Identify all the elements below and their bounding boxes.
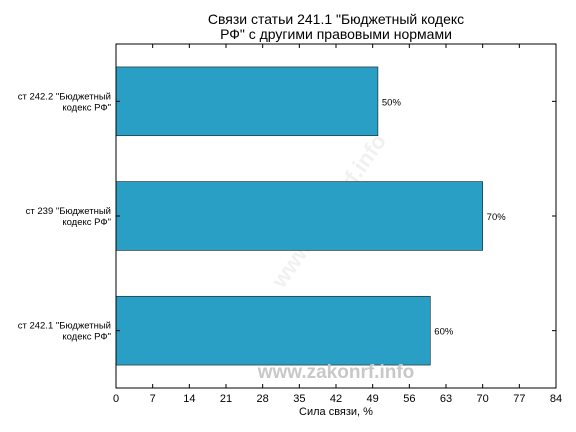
x-tick-label-0: 0 — [113, 393, 119, 405]
x-axis-label: Сила связи, % — [299, 406, 373, 418]
chart-title-line-1: Связи статьи 241.1 "Бюджетный кодекс — [208, 11, 464, 27]
x-tick-label-3: 21 — [220, 393, 232, 405]
x-ticks-group: 0 7 14 21 28 35 42 49 56 63 70 77 84 — [113, 44, 562, 405]
x-tick-label-4: 28 — [257, 393, 269, 405]
value-label-1: 70% — [487, 212, 507, 223]
x-tick-label-2: 14 — [183, 393, 195, 405]
chart-title-line-2: РФ" с другими правовыми нормами — [220, 26, 452, 42]
watermark-bottom: www.zakonrf.info — [257, 362, 415, 383]
value-label-0: 50% — [382, 97, 402, 108]
x-tick-label-5: 35 — [293, 393, 305, 405]
category-label-1: ст 239 "Бюджетный кодекс РФ" — [26, 206, 111, 228]
category-label-2: ст 242.1 "Бюджетный кодекс РФ" — [18, 321, 111, 343]
x-tick-label-11: 77 — [513, 393, 525, 405]
value-labels-group: 50% 70% 60% — [382, 97, 506, 337]
x-tick-label-1: 7 — [150, 393, 156, 405]
bar-1 — [115, 181, 483, 251]
x-tick-label-10: 70 — [477, 393, 489, 405]
category-labels-group: ст 242.2 "Бюджетный кодекс РФ" ст 239 "Бюд… — [18, 91, 111, 342]
category-label-0: ст 242.2 "Бюджетный кодекс РФ" — [18, 91, 111, 113]
x-tick-label-6: 42 — [330, 393, 342, 405]
x-tick-label-9: 63 — [440, 393, 452, 405]
x-tick-label-12: 84 — [550, 393, 562, 405]
bar-0 — [115, 66, 379, 137]
value-label-2: 60% — [434, 327, 454, 338]
bar-2 — [115, 295, 431, 366]
x-tick-label-8: 56 — [403, 393, 415, 405]
x-tick-label-7: 49 — [367, 393, 379, 405]
